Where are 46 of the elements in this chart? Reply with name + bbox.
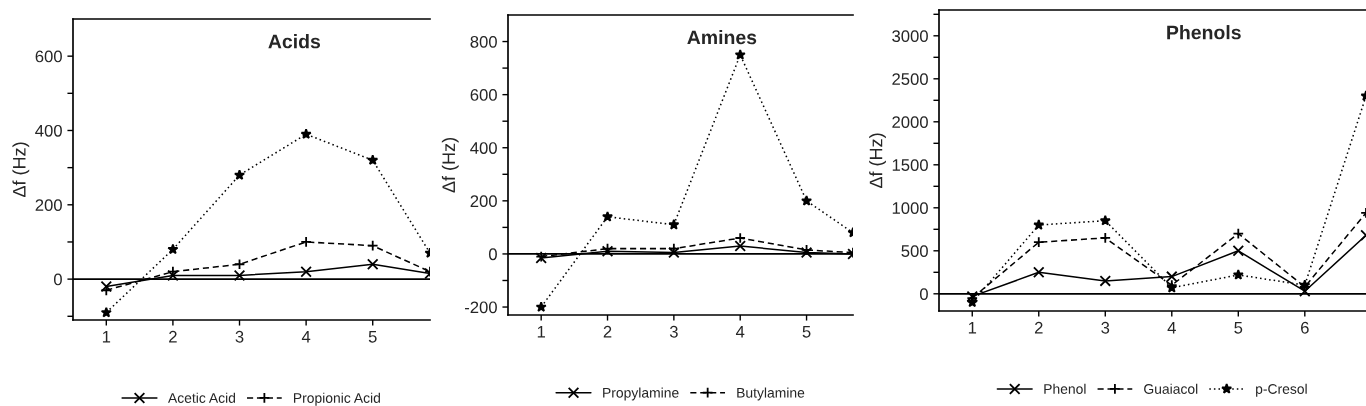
x-tick-label: 1 (537, 326, 545, 338)
y-tick-label: 0 (53, 273, 62, 286)
x-tick-label: 5 (368, 331, 377, 343)
y-axis-title: Δf (Hz) (12, 142, 30, 198)
x-tick-label: 2 (169, 330, 177, 343)
y-axis-title: Δf (Hz) (441, 138, 459, 193)
y-tick-label: 0 (919, 288, 928, 300)
legend-label: Propionic Acid (293, 392, 380, 406)
y-tick-label: 400 (470, 142, 497, 154)
y-tick-label: 3000 (892, 30, 928, 42)
x-tick-label: 4 (301, 331, 311, 343)
y-tick-label: 2500 (892, 73, 928, 85)
x-tick-label: 3 (235, 330, 244, 343)
x-tick-label: 1 (102, 331, 111, 343)
legend-label: Propylamine (603, 387, 679, 401)
y-axis-title: Δf (Hz) (869, 133, 886, 189)
x-tick-label: 5 (1234, 322, 1243, 334)
y-tick-label: -200 (464, 301, 497, 314)
text: Phenols (1167, 25, 1241, 40)
y-tick-label: 1500 (892, 159, 928, 171)
x-tick-label: 6 (1301, 321, 1309, 334)
y-tick-label: 600 (35, 50, 62, 63)
y-tick-label: 1000 (892, 202, 928, 214)
y-tick-label: 800 (470, 35, 497, 48)
x-tick-label: 4 (1167, 322, 1176, 334)
text: Acids (268, 34, 321, 49)
x-tick-label: 3 (1101, 321, 1110, 334)
y-tick-label: 200 (470, 195, 497, 208)
y-tick-label: 0 (488, 248, 497, 261)
legend-label: Phenol (1044, 383, 1086, 394)
y-tick-label: 200 (35, 199, 62, 212)
text: Amines (687, 30, 757, 45)
y-tick-label: 600 (470, 89, 497, 101)
x-tick-label: 1 (968, 322, 977, 334)
x-tick-label: 2 (1034, 321, 1043, 334)
legend-label: Guaiacol (1144, 383, 1198, 394)
y-tick-label: 400 (35, 124, 62, 137)
legend-label: Butylamine (737, 387, 805, 401)
x-tick-label: 3 (669, 325, 678, 338)
x-tick-label: 4 (735, 326, 745, 338)
legend-label: p-Cresol (1256, 383, 1307, 397)
legend-label: Acetic Acid (168, 392, 236, 403)
x-tick-label: 2 (603, 325, 612, 338)
y-tick-label: 500 (901, 245, 928, 257)
y-tick-label: 2000 (892, 116, 928, 128)
x-tick-label: 5 (802, 326, 811, 338)
